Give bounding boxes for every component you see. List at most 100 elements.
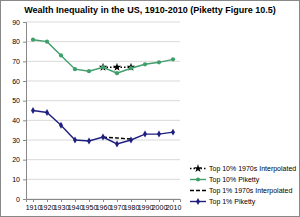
tick-mark <box>23 179 26 180</box>
tick-label: 70 <box>12 58 20 65</box>
tick-mark <box>23 199 26 200</box>
series <box>31 38 175 76</box>
series <box>31 107 175 147</box>
marker <box>101 134 105 141</box>
marker <box>113 63 121 71</box>
tick: 10 <box>12 176 26 183</box>
legend-label: Top 1% Piketty <box>209 198 256 206</box>
tick-mark <box>23 61 26 62</box>
marker <box>45 109 49 116</box>
marker <box>87 69 91 73</box>
tick-mark <box>145 199 146 202</box>
tick-label: 0 <box>16 196 20 203</box>
tick: 2010 <box>166 199 182 211</box>
tick-mark <box>173 199 174 202</box>
tick-mark <box>75 199 76 202</box>
marker <box>115 140 119 147</box>
marker <box>115 71 119 75</box>
tick: 0 <box>16 196 26 203</box>
tick-mark <box>103 199 104 202</box>
marker <box>99 63 107 71</box>
grid-line <box>26 159 180 160</box>
tick-label: 30 <box>12 137 20 144</box>
axis-line <box>23 23 27 200</box>
plot: 0 10 20 30 40 50 60 70 80 90 191019201930194019501… <box>12 19 181 211</box>
marker <box>129 66 133 70</box>
tick-label: 20 <box>12 156 20 163</box>
marker <box>45 40 49 44</box>
grid-line <box>26 61 180 62</box>
legend: Top 10% 1970s Interpolated Top 10% Pikett… <box>190 164 296 206</box>
marker <box>171 57 175 61</box>
grid-line <box>26 179 180 180</box>
tick: 40 <box>12 117 26 124</box>
tick-label: 40 <box>12 117 20 124</box>
legend-marker <box>196 198 200 205</box>
tick: 50 <box>12 97 26 104</box>
tick-label: 2010 <box>166 204 182 211</box>
marker <box>59 53 63 57</box>
marker <box>59 122 63 129</box>
tick-label: 50 <box>12 97 20 104</box>
marker <box>157 131 161 138</box>
tick-label: 90 <box>12 19 20 26</box>
axis-line <box>27 200 181 203</box>
tick-label: 10 <box>12 176 20 183</box>
title: Wealth Inequality in the US, 1910-2010 (… <box>24 5 275 15</box>
tick-mark <box>117 199 118 202</box>
line <box>33 40 173 73</box>
tick: 60 <box>12 78 26 85</box>
tick-mark <box>23 101 26 102</box>
grid-line <box>26 81 180 82</box>
grid-line <box>26 22 180 23</box>
tick: 80 <box>12 38 26 45</box>
legend-entry: Top 10% 1970s Interpolated <box>190 164 296 173</box>
tick-mark <box>159 199 160 202</box>
tick-mark <box>23 42 26 43</box>
tick-mark <box>61 199 62 202</box>
legend-line <box>190 190 206 191</box>
marks <box>31 38 175 148</box>
legend-label: Top 1% 1970s Interpolated <box>209 187 292 195</box>
grid <box>26 22 180 199</box>
marker <box>73 67 77 71</box>
tick-mark <box>131 199 132 202</box>
chart: Wealth Inequality in the US, 1910-2010 (… <box>0 0 300 217</box>
tick: 90 <box>12 19 26 26</box>
tick-mark <box>23 81 26 82</box>
marker <box>31 107 35 114</box>
tick-mark <box>23 120 26 121</box>
tick-mark <box>47 199 48 202</box>
chart-border <box>1 1 300 217</box>
marker <box>31 38 35 42</box>
tick-mark <box>23 140 26 141</box>
marker <box>171 129 175 136</box>
legend-entry: Top 1% 1970s Interpolated <box>190 187 292 195</box>
tick-mark <box>23 160 26 161</box>
marker <box>157 60 161 64</box>
x-axis: 1910192019301940195019601970198019902000… <box>26 199 182 211</box>
tick-mark <box>33 199 34 202</box>
legend-marker <box>194 164 202 172</box>
y-axis: 0 10 20 30 40 50 60 70 80 90 <box>12 19 26 203</box>
tick-label: 80 <box>12 38 20 45</box>
line <box>33 111 173 144</box>
grid-line <box>26 120 180 121</box>
marker <box>101 65 105 69</box>
legend-label: Top 10% Piketty <box>209 176 260 184</box>
legend-entry: Top 10% Piketty <box>190 176 260 184</box>
marker <box>73 137 77 144</box>
marker <box>129 137 133 144</box>
grid-line <box>26 100 180 101</box>
marker <box>87 138 91 145</box>
tick-label: 60 <box>12 78 20 85</box>
legend-label: Top 10% 1970s Interpolated <box>209 165 296 173</box>
legend-marker <box>196 177 200 181</box>
series <box>99 63 135 71</box>
tick: 70 <box>12 58 26 65</box>
marker <box>143 131 147 138</box>
tick: 20 <box>12 156 26 163</box>
marker <box>143 62 147 66</box>
tick-mark <box>89 199 90 202</box>
tick-mark <box>23 22 26 23</box>
